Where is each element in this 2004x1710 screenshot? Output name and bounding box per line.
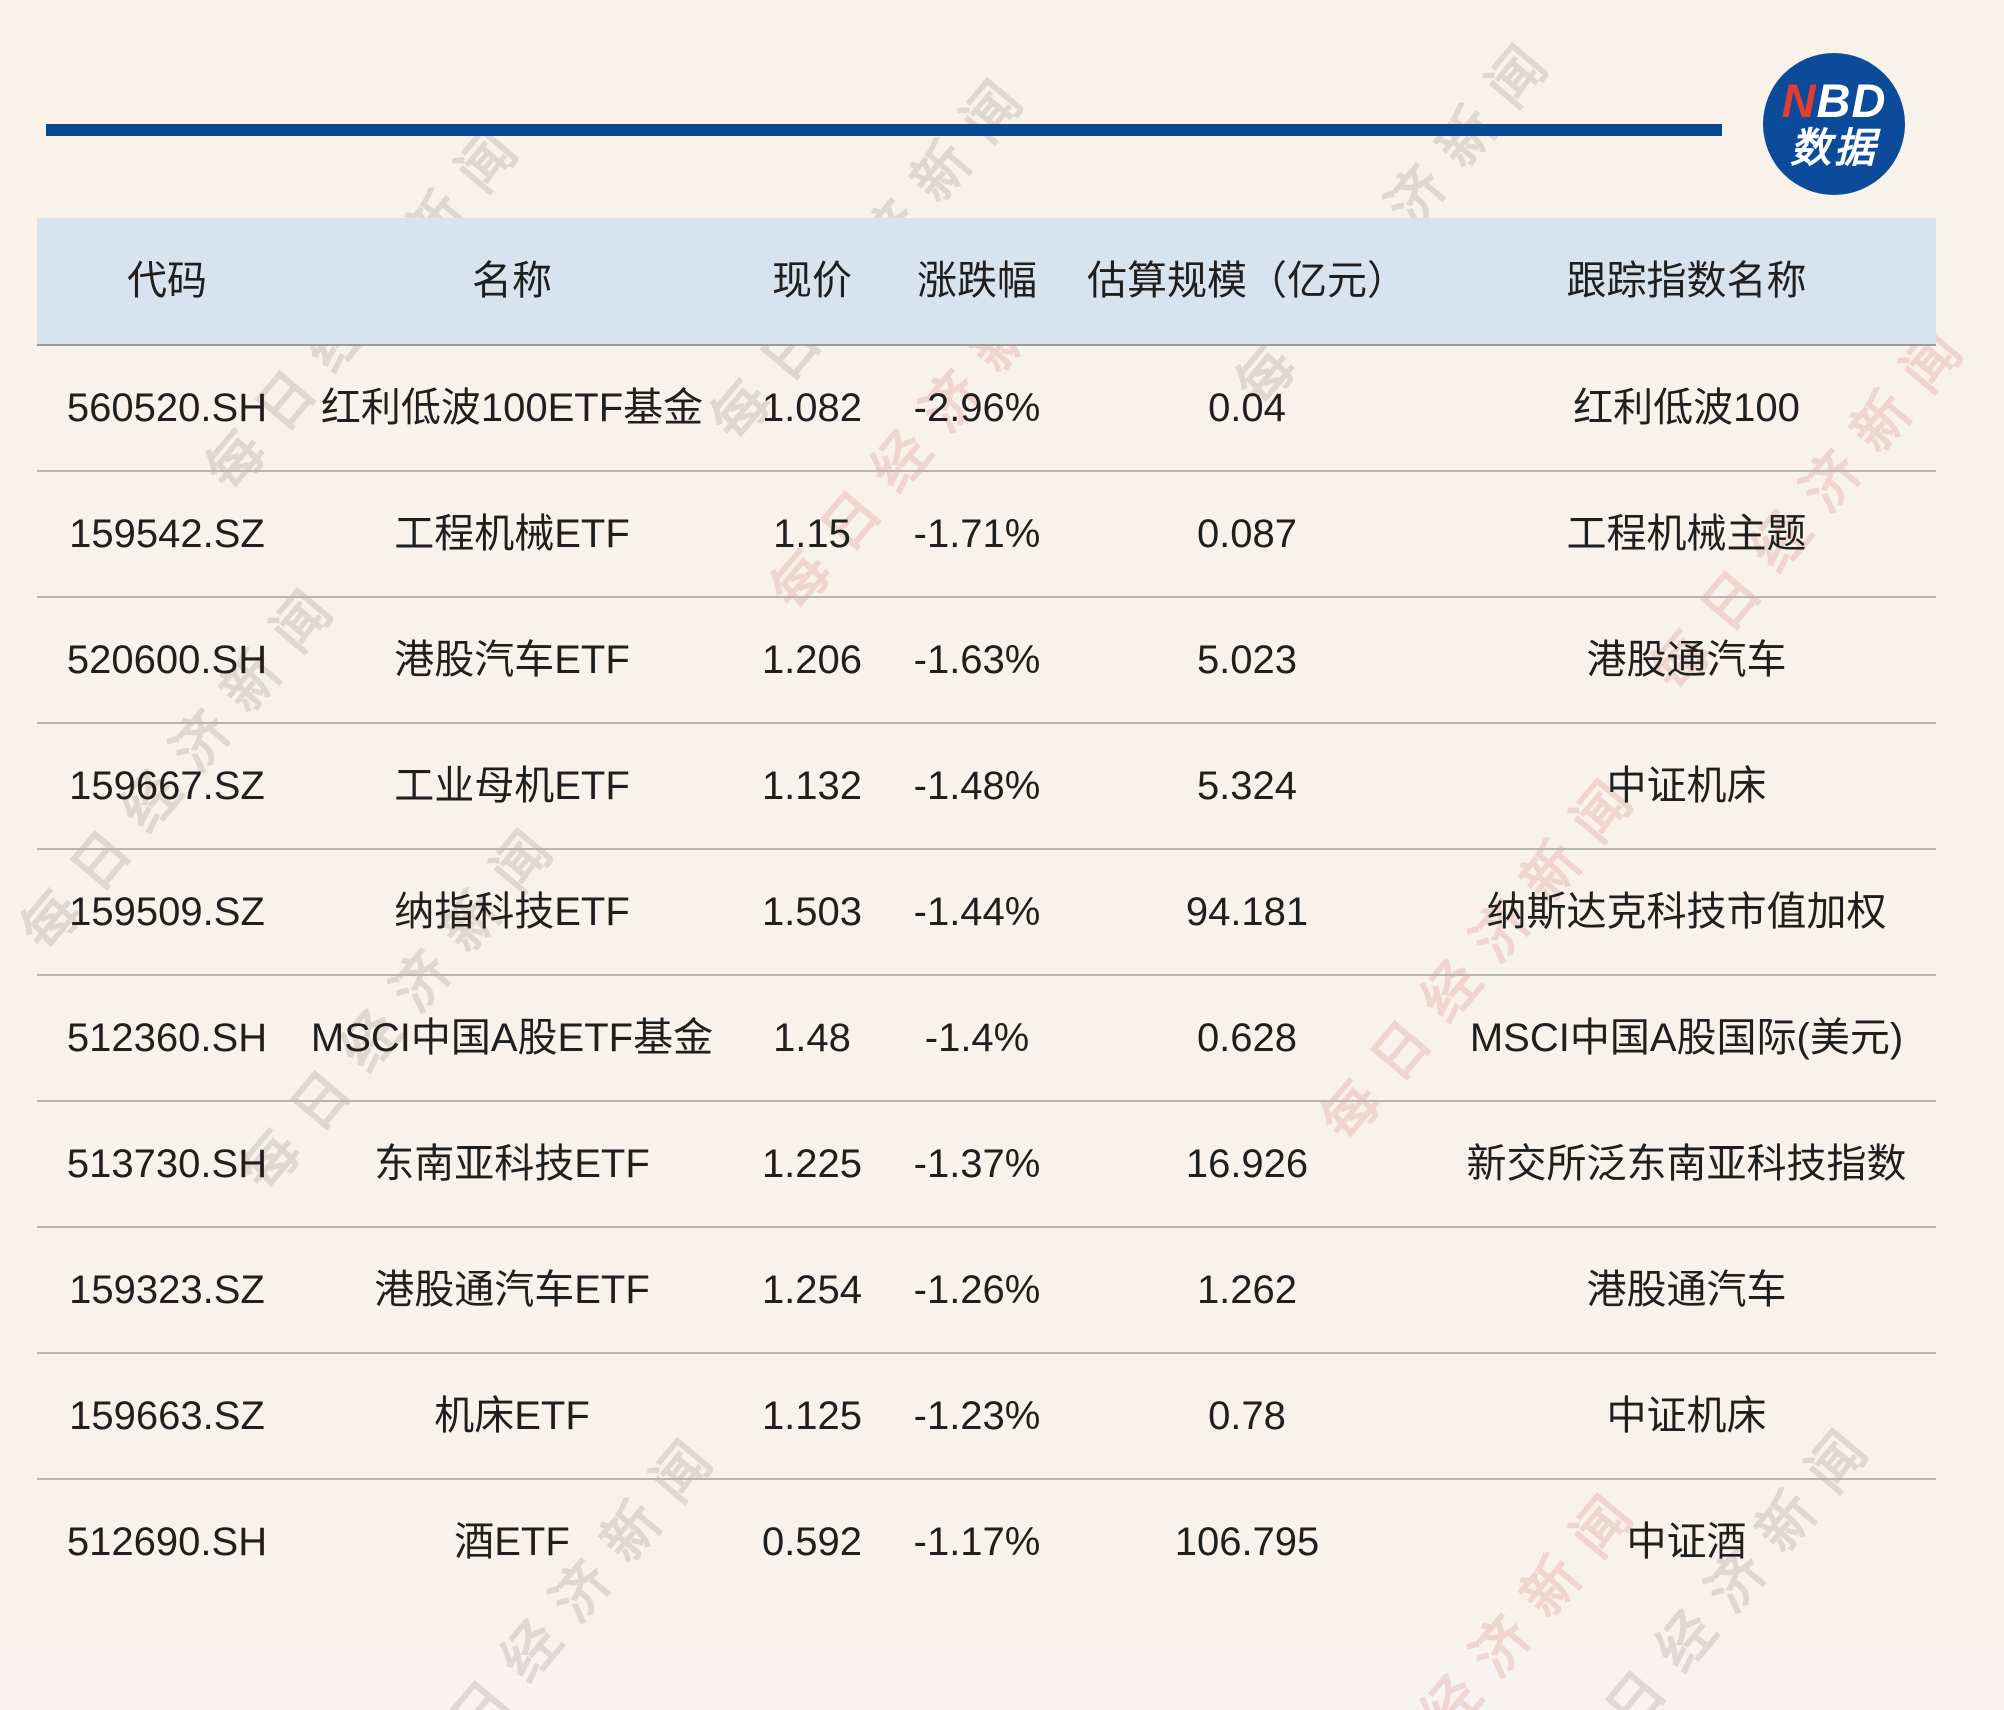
cell-scale: 106.795 <box>1174 1520 1320 1564</box>
cell-code: 159323.SZ <box>69 1268 265 1312</box>
table-row: 512690.SH 酒ETF 0.592 -1.17% 106.795 中证酒 <box>37 1480 1936 1604</box>
nbd-logo-letters-bd: BD <box>1816 73 1887 127</box>
cell-change: -1.37% <box>913 1142 1041 1186</box>
bottom-strip <box>0 1647 2004 1710</box>
cell-name: 酒ETF <box>454 1520 570 1564</box>
cell-price: 1.48 <box>773 1016 851 1060</box>
cell-scale: 16.926 <box>1185 1142 1309 1186</box>
table-row: 520600.SH 港股汽车ETF 1.206 -1.63% 5.023 港股通… <box>37 598 1936 724</box>
cell-change: -1.48% <box>913 764 1041 808</box>
cell-code: 159542.SZ <box>69 512 265 556</box>
cell-index: MSCI中国A股国际(美元) <box>1469 1016 1904 1060</box>
cell-price: 1.225 <box>761 1142 863 1186</box>
cell-scale: 0.78 <box>1208 1394 1286 1438</box>
cell-price: 1.125 <box>761 1394 863 1438</box>
cell-scale: 94.181 <box>1185 890 1309 934</box>
cell-index: 中证酒 <box>1626 1520 1747 1564</box>
cell-name: 红利低波100ETF基金 <box>320 386 704 430</box>
table-row: 512360.SH MSCI中国A股ETF基金 1.48 -1.4% 0.628… <box>37 976 1936 1102</box>
table-row: 159663.SZ 机床ETF 1.125 -1.23% 0.78 中证机床 <box>37 1354 1936 1480</box>
nbd-logo: NBD 数据 <box>1763 53 1905 195</box>
cell-change: -2.96% <box>913 386 1041 430</box>
cell-price: 1.082 <box>761 386 863 430</box>
cell-scale: 1.262 <box>1196 1268 1298 1312</box>
cell-index: 新交所泛东南亚科技指数 <box>1466 1142 1907 1186</box>
cell-name: 工业母机ETF <box>394 764 630 808</box>
header-cell-code: 代码 <box>127 259 207 303</box>
cell-price: 1.206 <box>761 638 863 682</box>
cell-scale: 0.087 <box>1196 512 1298 556</box>
cell-change: -1.17% <box>913 1520 1041 1564</box>
header-cell-name: 名称 <box>472 259 552 303</box>
cell-change: -1.71% <box>913 512 1041 556</box>
table-header-row: 代码 名称 现价 涨跌幅 估算规模（亿元） 跟踪指数名称 <box>37 218 1936 346</box>
header-cell-scale: 估算规模（亿元） <box>1087 259 1407 303</box>
table-row: 159542.SZ 工程机械ETF 1.15 -1.71% 0.087 工程机械… <box>37 472 1936 598</box>
table-body: 560520.SH 红利低波100ETF基金 1.082 -2.96% 0.04… <box>37 346 1936 1604</box>
cell-code: 159663.SZ <box>69 1394 265 1438</box>
cell-code: 513730.SH <box>66 1142 268 1186</box>
cell-price: 1.132 <box>761 764 863 808</box>
cell-scale: 5.324 <box>1196 764 1298 808</box>
cell-code: 560520.SH <box>66 386 268 430</box>
cell-name: 港股汽车ETF <box>394 638 630 682</box>
table-row: 159323.SZ 港股通汽车ETF 1.254 -1.26% 1.262 港股… <box>37 1228 1936 1354</box>
nbd-logo-letter-n: N <box>1781 73 1817 127</box>
cell-name: 纳指科技ETF <box>394 890 630 934</box>
header-cell-index: 跟踪指数名称 <box>1566 259 1807 303</box>
table-row: 159509.SZ 纳指科技ETF 1.503 -1.44% 94.181 纳斯… <box>37 850 1936 976</box>
cell-name: 工程机械ETF <box>394 512 630 556</box>
cell-name: 东南亚科技ETF <box>374 1142 650 1186</box>
cell-index: 港股通汽车 <box>1586 638 1787 682</box>
header-cell-price: 现价 <box>772 259 852 303</box>
etf-table: 代码 名称 现价 涨跌幅 估算规模（亿元） 跟踪指数名称 560520.SH 红… <box>37 218 1936 1604</box>
cell-change: -1.44% <box>913 890 1041 934</box>
cell-price: 0.592 <box>761 1520 863 1564</box>
nbd-logo-subtext: 数据 <box>1790 125 1878 172</box>
nbd-logo-text: NBD <box>1782 76 1887 125</box>
cell-index: 纳斯达克科技市值加权 <box>1486 890 1887 934</box>
cell-scale: 5.023 <box>1196 638 1298 682</box>
cell-scale: 0.04 <box>1208 386 1286 430</box>
header-divider-bar <box>46 124 1722 136</box>
table-row: 159667.SZ 工业母机ETF 1.132 -1.48% 5.324 中证机… <box>37 724 1936 850</box>
cell-index: 红利低波100 <box>1573 386 1800 430</box>
cell-index: 工程机械主题 <box>1566 512 1807 556</box>
table-row: 513730.SH 东南亚科技ETF 1.225 -1.37% 16.926 新… <box>37 1102 1936 1228</box>
cell-price: 1.503 <box>761 890 863 934</box>
cell-change: -1.23% <box>913 1394 1041 1438</box>
cell-price: 1.15 <box>773 512 851 556</box>
cell-code: 512360.SH <box>66 1016 268 1060</box>
cell-code: 520600.SH <box>66 638 268 682</box>
cell-name: MSCI中国A股ETF基金 <box>310 1016 714 1060</box>
table-row: 560520.SH 红利低波100ETF基金 1.082 -2.96% 0.04… <box>37 346 1936 472</box>
cell-index: 港股通汽车 <box>1586 1268 1787 1312</box>
cell-index: 中证机床 <box>1606 764 1767 808</box>
cell-name: 机床ETF <box>434 1394 590 1438</box>
header-cell-change: 涨跌幅 <box>917 259 1037 303</box>
cell-name: 港股通汽车ETF <box>374 1268 650 1312</box>
cell-code: 159509.SZ <box>69 890 265 934</box>
cell-change: -1.26% <box>913 1268 1041 1312</box>
cell-code: 159667.SZ <box>69 764 265 808</box>
cell-code: 512690.SH <box>66 1520 268 1564</box>
cell-index: 中证机床 <box>1606 1394 1767 1438</box>
cell-change: -1.63% <box>913 638 1041 682</box>
cell-scale: 0.628 <box>1196 1016 1298 1060</box>
cell-price: 1.254 <box>761 1268 863 1312</box>
cell-change: -1.4% <box>924 1016 1030 1060</box>
